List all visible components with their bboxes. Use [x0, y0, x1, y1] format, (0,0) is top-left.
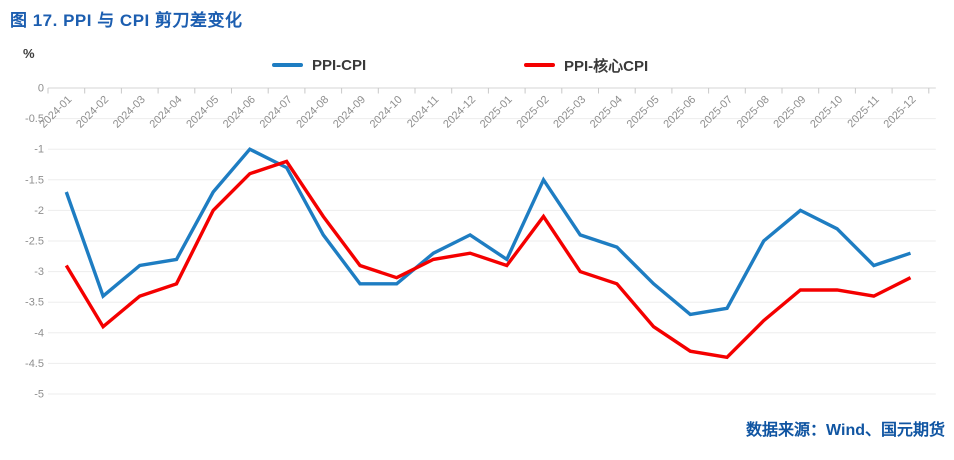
legend-item-ppi-cpi: PPI-CPI	[272, 56, 366, 74]
y-axis-tick-label: -3.5	[25, 297, 44, 309]
x-axis-tick-label: 2025-08	[735, 94, 772, 131]
y-axis-tick-label: -3	[34, 266, 44, 278]
x-axis-tick-label: 2025-10	[808, 94, 845, 131]
y-axis-tick-label: -4.5	[25, 358, 44, 370]
legend-line-swatch-red	[524, 63, 555, 67]
x-axis-tick-label: 2025-04	[588, 94, 625, 131]
x-axis-tick-label: 2025-05	[625, 94, 662, 131]
x-axis-tick-label: 2024-12	[441, 94, 478, 131]
y-axis-tick-label: -2	[34, 205, 44, 217]
x-axis-tick-label: 2024-07	[258, 94, 295, 131]
y-axis-tick-label: -0.5	[25, 113, 44, 125]
y-axis-tick-label: -2.5	[25, 236, 44, 248]
y-axis-tick-label: -5	[34, 389, 44, 401]
legend-item-ppi-core-cpi: PPI-核心CPI	[524, 56, 649, 75]
x-axis-tick-label: 2025-09	[771, 94, 808, 131]
x-axis-tick-label: 2025-06	[661, 94, 698, 131]
x-axis-tick-label: 2025-07	[698, 94, 735, 131]
x-axis-tick-label: 2024-06	[221, 94, 258, 131]
x-axis-tick-label: 2024-11	[405, 94, 441, 130]
y-axis-tick-label: -4	[34, 327, 44, 339]
y-axis-tick-label: 0	[38, 83, 44, 95]
data-source-note: 数据来源：Wind、国元期货	[746, 422, 945, 439]
x-axis-tick-label: 2024-09	[331, 94, 368, 131]
x-axis-tick-label: 2024-08	[294, 94, 331, 131]
series-line-ppi-cpi	[64, 147, 912, 317]
series-line-ppi-core-cpi	[64, 159, 912, 360]
chart-title: 图 17. PPI 与 CPI 剪刀差变化	[10, 11, 243, 30]
y-axis-unit-label: %	[23, 46, 35, 61]
x-axis-tick-label: 2025-11	[845, 94, 881, 130]
legend-line-swatch-blue	[272, 63, 303, 67]
y-axis-tick-label: -1.5	[25, 174, 44, 186]
legend-label-ppi-core-cpi: PPI-核心CPI	[564, 57, 649, 75]
legend-label-ppi-cpi: PPI-CPI	[312, 56, 367, 74]
x-axis-tick-label: 2024-10	[368, 94, 405, 131]
x-axis-tick-label: 2024-03	[111, 94, 148, 131]
x-axis-tick-label: 2025-02	[515, 94, 552, 131]
x-axis-tick-label: 2025-01	[478, 94, 515, 131]
x-axis-tick-label: 2024-02	[74, 94, 111, 131]
x-axis-tick-label: 2024-05	[184, 94, 221, 131]
y-axis-tick-label: -1	[34, 144, 44, 156]
x-axis-tick-label: 2025-12	[882, 94, 919, 131]
x-axis-tick-label: 2024-04	[148, 94, 185, 131]
x-axis-tick-label: 2025-03	[551, 94, 588, 131]
